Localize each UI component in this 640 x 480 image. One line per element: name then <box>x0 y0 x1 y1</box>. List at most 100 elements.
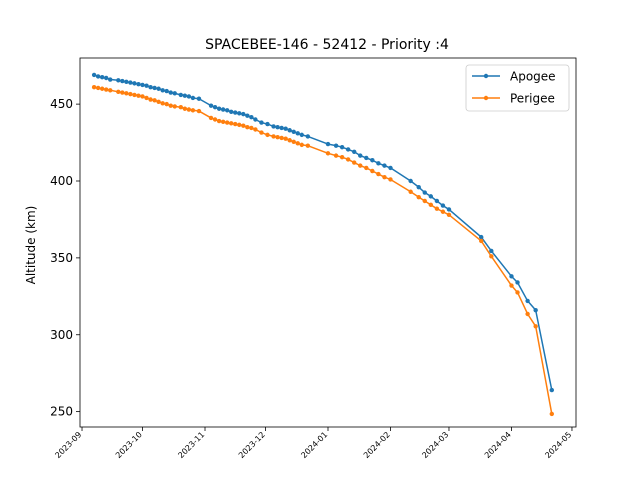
data-point-perigee <box>345 157 351 162</box>
legend: Apogee Perigee <box>465 64 570 112</box>
data-point-perigee <box>295 141 300 146</box>
data-point-perigee <box>416 194 421 200</box>
data-point-perigee <box>364 165 369 171</box>
data-point-apogee <box>376 161 381 166</box>
data-point-apogee <box>196 96 202 101</box>
data-point-perigee <box>549 411 554 417</box>
legend-marker <box>483 95 489 101</box>
data-point-perigee <box>440 209 446 214</box>
data-point-perigee <box>128 91 133 97</box>
data-point-perigee <box>216 118 222 124</box>
data-point-apogee <box>178 92 184 98</box>
data-point-perigee <box>428 202 434 208</box>
data-point-perigee <box>479 238 484 244</box>
data-point-perigee <box>370 168 375 174</box>
data-point-apogee <box>408 178 413 184</box>
data-point-apogee <box>295 131 300 136</box>
y-tick-label: 300 <box>50 328 73 342</box>
data-point-apogee <box>333 143 339 148</box>
data-point-apogee <box>128 80 133 85</box>
data-point-perigee <box>325 151 331 156</box>
data-point-perigee <box>245 124 250 130</box>
data-point-perigee <box>237 122 242 128</box>
data-point-apogee <box>305 134 311 139</box>
data-point-perigee <box>253 127 258 132</box>
data-point-apogee <box>509 274 514 279</box>
data-point-apogee <box>168 90 173 95</box>
data-point-apogee <box>120 78 125 84</box>
data-point-apogee <box>275 124 280 130</box>
y-tick-label: 250 <box>50 405 73 419</box>
series-perigee <box>91 85 554 417</box>
data-point-apogee <box>152 85 157 91</box>
data-point-perigee <box>212 117 218 122</box>
data-point-apogee <box>148 85 153 90</box>
data-point-apogee <box>132 81 137 86</box>
data-point-perigee <box>104 87 109 92</box>
data-point-apogee <box>479 234 484 240</box>
data-point-perigee <box>220 119 226 125</box>
data-point-perigee <box>287 138 292 143</box>
data-point-perigee <box>152 98 157 103</box>
data-point-perigee <box>515 290 520 295</box>
data-point-perigee <box>95 85 101 91</box>
data-point-apogee <box>245 113 250 118</box>
data-point-apogee <box>144 83 149 88</box>
data-point-perigee <box>358 163 363 168</box>
data-point-perigee <box>182 106 188 111</box>
data-point-perigee <box>382 174 387 180</box>
data-point-perigee <box>116 89 121 95</box>
data-point-apogee <box>220 107 226 112</box>
data-point-perigee <box>233 121 238 127</box>
legend-label: Perigee <box>510 92 555 106</box>
data-point-apogee <box>172 91 177 96</box>
data-point-apogee <box>233 110 238 115</box>
data-point-apogee <box>140 82 145 88</box>
data-point-apogee <box>325 141 331 147</box>
data-point-perigee <box>172 104 177 109</box>
data-point-apogee <box>515 280 520 285</box>
chart-title: SPACEBEE-146 - 52412 - Priority :4 <box>205 37 449 53</box>
data-point-apogee <box>95 74 101 79</box>
data-point-perigee <box>275 134 280 140</box>
data-point-perigee <box>160 101 165 106</box>
data-point-apogee <box>446 207 452 212</box>
data-point-apogee <box>164 88 169 94</box>
data-point-apogee <box>382 163 387 168</box>
data-point-perigee <box>136 93 141 98</box>
data-point-perigee <box>265 132 270 138</box>
legend-entry-apogee: Apogee <box>472 70 556 84</box>
data-point-apogee <box>208 103 214 108</box>
data-point-perigee <box>249 125 254 131</box>
data-point-apogee <box>416 184 421 190</box>
data-point-perigee <box>186 107 192 112</box>
data-point-perigee <box>525 311 530 317</box>
data-point-apogee <box>212 105 218 110</box>
data-point-apogee <box>339 144 345 150</box>
legend-marker <box>483 73 489 79</box>
data-point-perigee <box>408 189 413 194</box>
data-point-perigee <box>434 206 440 211</box>
data-point-apogee <box>279 125 284 131</box>
data-point-apogee <box>370 158 375 163</box>
data-point-apogee <box>299 132 304 138</box>
data-point-perigee <box>140 94 145 99</box>
data-point-perigee <box>422 198 427 204</box>
data-point-apogee <box>182 93 188 98</box>
data-point-perigee <box>132 92 137 98</box>
data-point-perigee <box>190 108 196 113</box>
data-point-perigee <box>279 135 284 141</box>
data-point-apogee <box>253 117 258 122</box>
data-point-apogee <box>549 387 554 393</box>
data-point-perigee <box>168 103 173 108</box>
data-point-apogee <box>116 78 121 83</box>
data-point-apogee <box>364 155 369 161</box>
y-axis-label: Altitude (km) <box>24 206 38 285</box>
data-point-apogee <box>422 190 427 195</box>
data-point-perigee <box>224 120 230 125</box>
y-tick-label: 450 <box>50 97 73 111</box>
data-point-apogee <box>287 128 292 133</box>
data-point-apogee <box>434 198 440 204</box>
data-point-perigee <box>148 97 153 102</box>
